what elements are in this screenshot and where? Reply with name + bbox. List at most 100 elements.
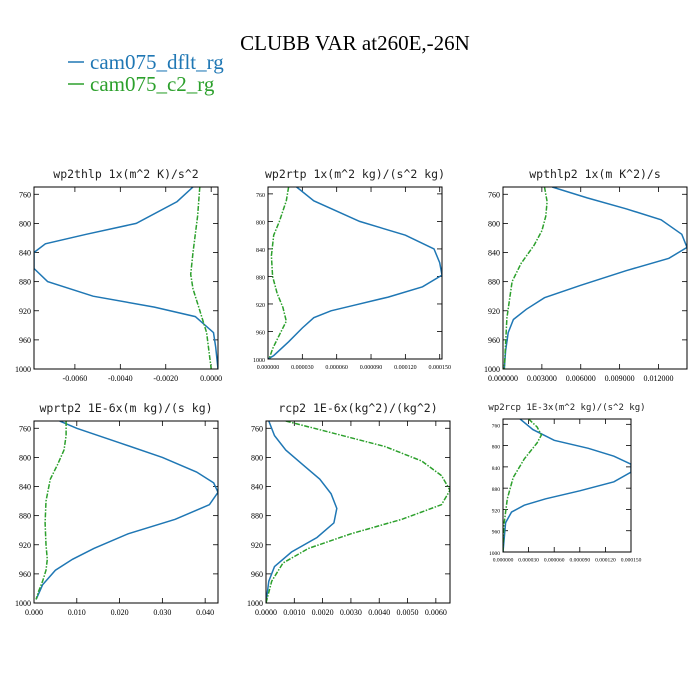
panel-title: wprtp2 1E-6x(m kg)/(s kg) — [39, 401, 212, 415]
y-tick-label: 800 — [19, 453, 31, 462]
x-tick-label: -0.0020 — [153, 374, 178, 383]
y-tick-label: 800 — [19, 219, 31, 228]
series-line-c2 — [35, 421, 67, 600]
x-tick-label: 0.006000 — [566, 374, 596, 383]
y-tick-label: 1000 — [253, 358, 265, 364]
plot-frame — [267, 186, 443, 360]
x-tick-label: 0.0040 — [368, 608, 390, 617]
x-tick-label: 0.000000 — [493, 558, 514, 564]
series-line-dflt — [34, 187, 218, 369]
panel-title: wp2thlp 1x(m^2 K)/s^2 — [53, 167, 198, 181]
x-tick-label: 0.0000 — [255, 608, 277, 617]
y-tick-label: 920 — [251, 541, 263, 550]
panel-3: wpthlp2 1x(m K^2)/s 760 800 840 880 920 960 100… — [484, 167, 688, 383]
y-tick-label: 1000 — [15, 599, 31, 608]
plot-frame — [502, 418, 632, 553]
y-tick-label: 920 — [19, 541, 31, 550]
y-tick-label: 880 — [19, 278, 31, 287]
x-tick-label: 0.0020 — [312, 608, 334, 617]
x-tick-label: 0.000090 — [569, 558, 590, 564]
y-tick-label: 1000 — [15, 365, 31, 374]
y-tick-label: 960 — [256, 330, 265, 336]
x-tick-label: 0.000120 — [595, 558, 616, 564]
y-tick-label: 840 — [19, 483, 31, 492]
x-tick-label: 0.0060 — [425, 608, 447, 617]
y-tick-label: 760 — [19, 190, 31, 199]
plot-frame — [502, 186, 688, 370]
y-tick-label: 880 — [251, 512, 263, 521]
x-tick-label: 0.040 — [196, 608, 214, 617]
legend-entry-c2: cam075_c2_rg — [68, 72, 215, 96]
y-tick-label: 920 — [492, 508, 501, 514]
plot-frame — [33, 420, 219, 604]
panel-5: rcp2 1E-6x(kg^2)/(kg^2) 760 800 840 880 920 96… — [247, 401, 451, 617]
y-tick-label: 960 — [19, 336, 31, 345]
y-tick-label: 960 — [492, 530, 501, 536]
x-tick-label: 0.012000 — [643, 374, 673, 383]
y-tick-label: 840 — [492, 466, 501, 472]
series-line-c2 — [503, 419, 543, 552]
x-tick-label: -0.0040 — [108, 374, 133, 383]
legend-label-dflt: cam075_dflt_rg — [90, 50, 224, 74]
panel-2: wp2rtp 1x(m^2 kg)/(s^2 kg) 760 800 840 880 92… — [253, 167, 451, 371]
x-tick-label: 0.0000 — [200, 374, 222, 383]
y-tick-label: 880 — [256, 275, 265, 281]
y-tick-label: 960 — [19, 570, 31, 579]
y-tick-label: 800 — [251, 453, 263, 462]
panel-title: wpthlp2 1x(m K^2)/s — [529, 167, 661, 181]
y-tick-label: 920 — [19, 307, 31, 316]
series-line-dflt — [35, 421, 218, 600]
series-line-dflt — [503, 419, 631, 552]
y-tick-label: 960 — [488, 336, 500, 345]
x-tick-label: 0.0030 — [340, 608, 362, 617]
x-tick-label: 0.030 — [153, 608, 171, 617]
x-tick-label: 0.000030 — [518, 558, 539, 564]
legend: cam075_dflt_rg cam075_c2_rg — [68, 50, 224, 96]
y-tick-label: 840 — [19, 249, 31, 258]
y-tick-label: 880 — [492, 487, 501, 493]
y-tick-label: 840 — [488, 249, 500, 258]
y-tick-label: 1000 — [484, 365, 500, 374]
y-tick-label: 1000 — [247, 599, 263, 608]
x-tick-label: 0.003000 — [527, 374, 557, 383]
y-tick-label: 800 — [256, 220, 265, 226]
series-line-dflt — [266, 421, 338, 603]
y-tick-label: 960 — [251, 570, 263, 579]
y-tick-label: 920 — [488, 307, 500, 316]
panel-title: wp2rtp 1x(m^2 kg)/(s^2 kg) — [265, 167, 445, 181]
x-tick-label: 0.000060 — [544, 558, 565, 564]
x-tick-label: 0.000150 — [428, 365, 451, 371]
y-tick-label: 760 — [256, 193, 265, 199]
series-line-c2 — [268, 187, 290, 359]
series-line-c2 — [503, 187, 548, 369]
y-tick-label: 760 — [492, 423, 501, 429]
plot-frame — [265, 420, 451, 604]
x-tick-label: 0.000000 — [488, 374, 518, 383]
x-tick-label: 0.000090 — [360, 365, 383, 371]
x-tick-label: 0.0050 — [397, 608, 419, 617]
x-tick-label: -0.0060 — [63, 374, 88, 383]
panel-1: wp2thlp 1x(m^2 K)/s^2 760 800 840 880 920 960 1… — [15, 167, 222, 383]
y-tick-label: 1000 — [489, 551, 500, 557]
panel-title: rcp2 1E-6x(kg^2)/(kg^2) — [278, 401, 437, 415]
legend-label-c2: cam075_c2_rg — [90, 72, 215, 96]
series-line-c2 — [266, 421, 450, 603]
panel-title: wp2rcp 1E-3x(m^2 kg)/(s^2 kg) — [488, 403, 645, 413]
y-tick-label: 800 — [492, 445, 501, 451]
panel-4: wprtp2 1E-6x(m kg)/(s kg) 760 800 840 880 920… — [15, 401, 219, 617]
x-tick-label: 0.000150 — [621, 558, 642, 564]
x-tick-label: 0.000 — [25, 608, 43, 617]
series-line-c2 — [189, 187, 212, 369]
x-tick-label: 0.000000 — [257, 365, 280, 371]
figure-title: CLUBB VAR at260E,-26N — [240, 31, 470, 55]
y-tick-label: 760 — [19, 424, 31, 433]
y-tick-label: 880 — [488, 278, 500, 287]
x-tick-label: 0.010 — [68, 608, 86, 617]
y-tick-label: 920 — [256, 303, 265, 309]
plot-frame — [33, 186, 219, 370]
x-tick-label: 0.020 — [111, 608, 129, 617]
x-tick-label: 0.0010 — [283, 608, 305, 617]
x-tick-label: 0.000030 — [291, 365, 314, 371]
legend-entry-dflt: cam075_dflt_rg — [68, 50, 224, 74]
